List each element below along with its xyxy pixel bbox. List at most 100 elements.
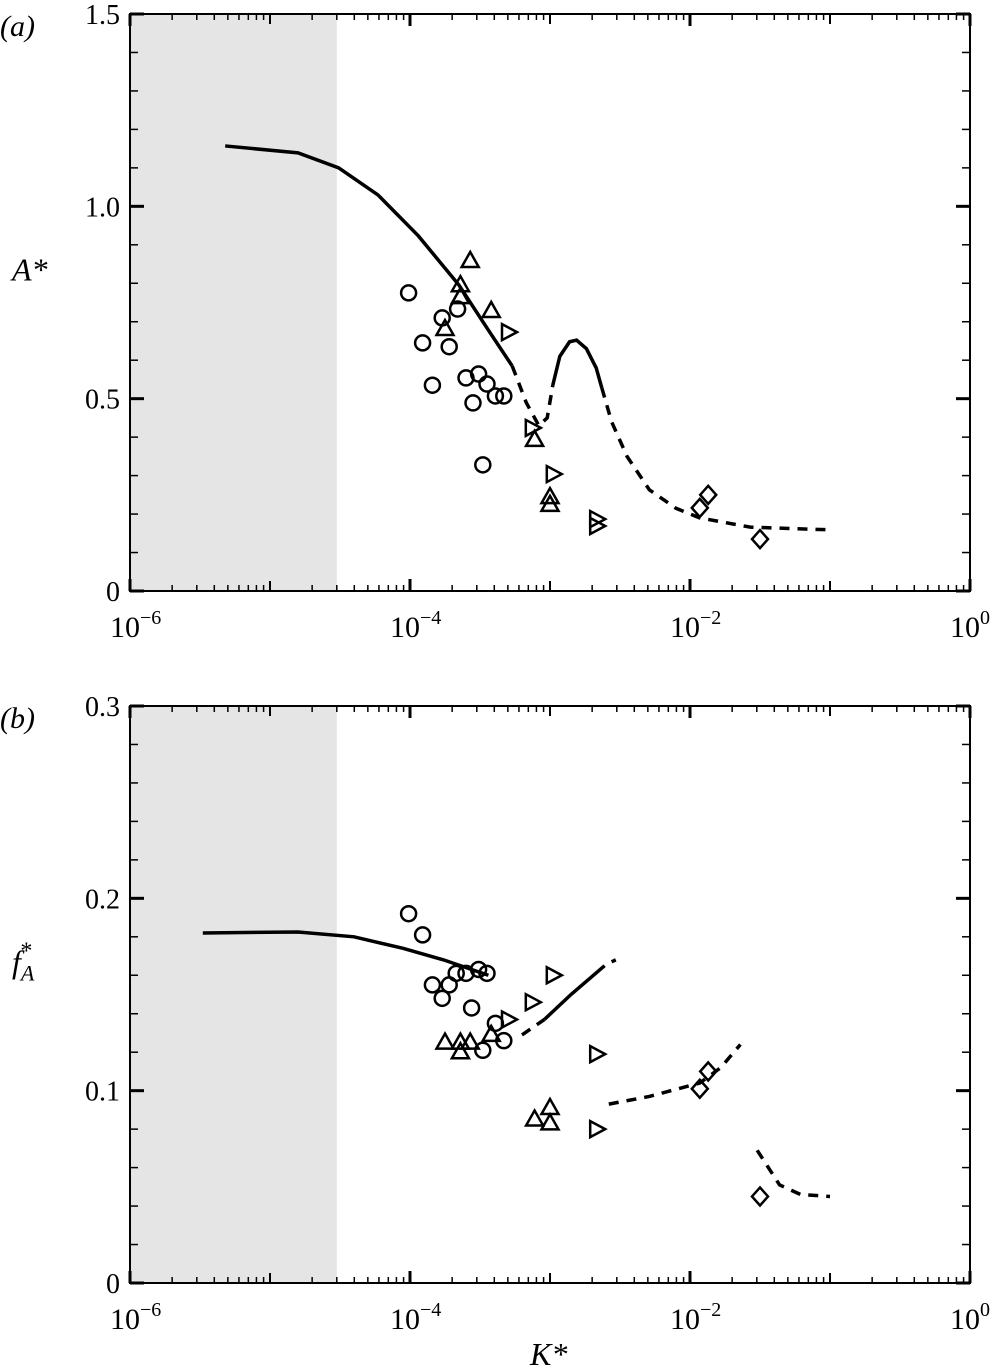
y-tick-label: 0 — [106, 1269, 120, 1300]
x-tick-label: 10−4 — [390, 1299, 441, 1336]
x-tick-base: 10 — [390, 611, 420, 644]
marker-circle — [469, 365, 488, 383]
marker-triangle-up — [539, 1096, 561, 1116]
marker-circle — [413, 334, 432, 352]
marker-circle — [474, 456, 492, 474]
curve-dashed — [608, 1043, 742, 1106]
marker-triangle-right — [524, 417, 544, 438]
marker-triangle-up — [480, 1023, 502, 1043]
marker-triangle-right — [500, 322, 520, 343]
curve-solid — [202, 930, 489, 977]
marker-triangle-up — [539, 1111, 561, 1131]
marker-triangle-up — [434, 317, 456, 337]
marker-triangle-up — [449, 285, 472, 305]
x-tick-base: 10 — [950, 611, 980, 644]
x-tick-label: 100 — [950, 607, 990, 644]
marker-circle — [495, 387, 513, 405]
marker-circle — [440, 337, 458, 356]
marker-triangle-up — [523, 1107, 546, 1127]
y-tick-label: 1.5 — [85, 0, 120, 31]
marker-circle — [399, 284, 418, 302]
x-tick-label: 10−6 — [110, 1299, 161, 1336]
x-tick-exponent: −6 — [140, 1299, 161, 1321]
y-tick-label: 1.0 — [85, 192, 120, 223]
marker-triangle-up — [449, 1040, 472, 1060]
marker-triangle-right — [545, 965, 565, 986]
marker-triangle-right — [545, 463, 565, 485]
marker-triangle-up — [449, 273, 472, 293]
y-axis-label-sub: A — [19, 961, 35, 986]
marker-triangle-up — [480, 299, 502, 319]
x-tick-base: 10 — [110, 1303, 140, 1336]
x-tick-exponent: −4 — [420, 607, 441, 629]
curve-dashed — [755, 1149, 831, 1199]
marker-triangle-up — [523, 428, 546, 448]
marker-circle — [474, 1041, 492, 1060]
marker-triangle-right — [588, 1044, 608, 1065]
marker-circle — [478, 964, 496, 983]
marker-triangle-right — [500, 1009, 520, 1030]
marker-circle — [448, 300, 467, 318]
x-tick-exponent: 0 — [980, 1299, 990, 1321]
y-tick-label: 0.3 — [85, 692, 120, 723]
marker-diamond — [698, 1060, 718, 1083]
marker-circle — [433, 989, 451, 1008]
marker-circle — [486, 387, 505, 405]
x-axis-label: K* — [529, 1336, 567, 1371]
marker-triangle-right — [524, 992, 544, 1013]
curve-dashed — [610, 958, 617, 964]
marker-circle — [399, 904, 418, 923]
curve-dashed — [600, 387, 831, 532]
marker-circle — [464, 394, 482, 412]
x-tick-base: 10 — [390, 1303, 420, 1336]
y-axis-label-sup: * — [20, 939, 32, 965]
shaded-region — [130, 14, 337, 591]
x-tick-label: 10−6 — [110, 607, 161, 644]
x-tick-label: 100 — [950, 1299, 990, 1336]
x-tick-base: 10 — [110, 611, 140, 644]
y-axis-label: A* — [10, 252, 48, 288]
y-tick-label: 0.1 — [85, 1077, 120, 1108]
panel-label: (a) — [0, 10, 35, 43]
x-tick-base: 10 — [670, 1303, 700, 1336]
marker-diamond — [750, 528, 770, 550]
marker-diamond — [750, 1185, 770, 1208]
y-axis-label-main: A* — [10, 252, 48, 288]
marker-diamond — [690, 497, 710, 519]
marker-diamond — [690, 1077, 710, 1100]
y-axis-label: fA* — [12, 939, 35, 986]
marker-triangle-up — [434, 1031, 456, 1050]
marker-circle — [478, 375, 496, 393]
marker-circle — [423, 376, 442, 394]
y-tick-label: 0.5 — [85, 385, 120, 416]
y-tick-label: 0.2 — [85, 884, 120, 915]
marker-circle — [469, 960, 488, 979]
x-tick-base: 10 — [950, 1303, 980, 1336]
marker-triangle-up — [459, 1031, 481, 1050]
curve-solid — [225, 144, 514, 367]
marker-circle — [447, 964, 465, 983]
x-tick-label: 10−2 — [670, 1299, 721, 1336]
x-tick-exponent: −6 — [140, 607, 161, 629]
x-tick-exponent: 0 — [980, 607, 990, 629]
x-tick-exponent: −2 — [700, 607, 721, 629]
x-tick-label: 10−4 — [390, 607, 441, 644]
curve-solid — [543, 964, 606, 1021]
x-tick-base: 10 — [670, 611, 700, 644]
marker-triangle-up — [539, 493, 561, 513]
x-tick-label: 10−2 — [670, 607, 721, 644]
marker-triangle-up — [459, 249, 481, 269]
panel-label: (b) — [0, 702, 35, 735]
marker-triangle-up — [539, 485, 561, 505]
shaded-region — [130, 706, 337, 1283]
marker-diamond — [698, 483, 718, 506]
marker-circle — [423, 976, 442, 994]
y-tick-label: 0 — [106, 577, 120, 608]
marker-triangle-right — [588, 515, 608, 537]
marker-circle — [462, 999, 481, 1017]
x-tick-exponent: −4 — [420, 1299, 441, 1321]
curve-dashed — [510, 365, 555, 429]
